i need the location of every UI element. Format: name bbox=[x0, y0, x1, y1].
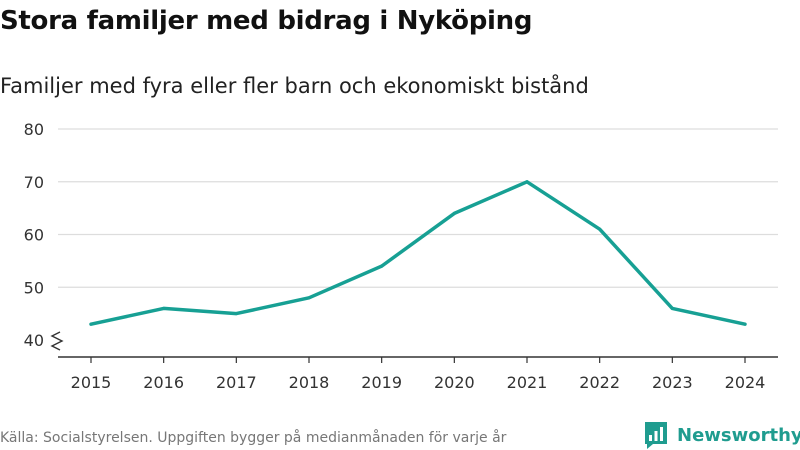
y-tick-label: 70 bbox=[24, 173, 44, 192]
data-point bbox=[452, 211, 456, 215]
axis-break-marker bbox=[50, 331, 64, 351]
series-line bbox=[89, 180, 747, 326]
y-tick-label: 40 bbox=[24, 331, 44, 350]
x-tick-label: 2022 bbox=[579, 373, 620, 392]
x-tick-label: 2019 bbox=[361, 373, 402, 392]
chart-title: Stora familjer med bidrag i Nyköping bbox=[0, 6, 533, 36]
y-tick-label: 50 bbox=[24, 278, 44, 297]
x-tick-label: 2015 bbox=[71, 373, 112, 392]
brand-name: Newsworthy bbox=[677, 424, 800, 446]
x-tick-label: 2016 bbox=[143, 373, 184, 392]
data-point bbox=[670, 306, 674, 310]
data-point bbox=[89, 322, 93, 326]
data-point bbox=[162, 306, 166, 310]
source-note: Källa: Socialstyrelsen. Uppgiften bygger… bbox=[0, 430, 507, 446]
data-point bbox=[743, 322, 747, 326]
chart-subtitle: Familjer med fyra eller fler barn och ek… bbox=[0, 74, 589, 98]
newsworthy-logo-icon bbox=[645, 422, 667, 449]
y-tick-label: 80 bbox=[24, 120, 44, 139]
x-tick-label: 2020 bbox=[434, 373, 475, 392]
data-point bbox=[598, 227, 602, 231]
data-point bbox=[234, 312, 238, 316]
x-tick-label: 2024 bbox=[725, 373, 766, 392]
data-point bbox=[525, 180, 529, 184]
data-point bbox=[307, 296, 311, 300]
x-tick-label: 2023 bbox=[652, 373, 693, 392]
data-point bbox=[380, 264, 384, 268]
x-tick-label: 2018 bbox=[289, 373, 330, 392]
y-tick-label: 60 bbox=[24, 226, 44, 245]
brand-logo[interactable]: Newsworthy bbox=[643, 420, 800, 450]
x-tick-label: 2021 bbox=[507, 373, 548, 392]
x-tick-label: 2017 bbox=[216, 373, 257, 392]
